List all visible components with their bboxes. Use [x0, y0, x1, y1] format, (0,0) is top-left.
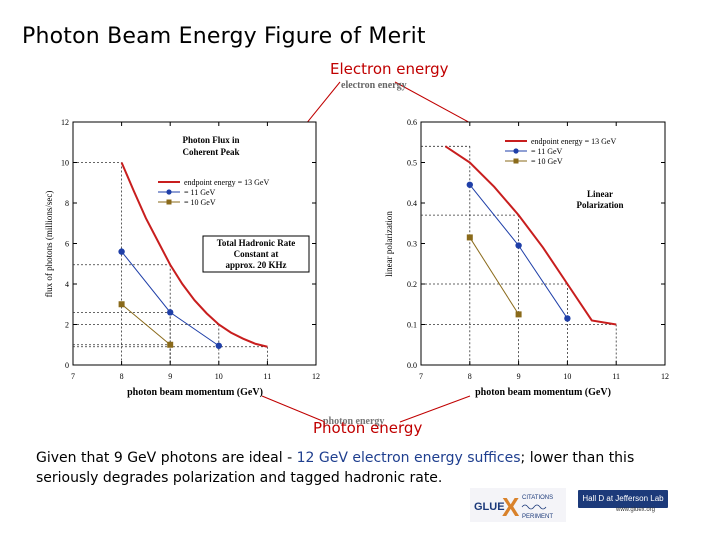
chart-photon-flux-title-1: Photon Flux in	[182, 135, 239, 145]
x-tick-label: 7	[419, 372, 423, 381]
legend-label: = 10 GeV	[184, 198, 216, 207]
x-tick-label: 11	[612, 372, 620, 381]
x-tick-label: 11	[264, 372, 272, 381]
annotation-box	[202, 235, 310, 273]
point-11gev	[118, 248, 125, 255]
point-11gev	[466, 181, 473, 188]
gluex-logo-x: X	[502, 492, 520, 522]
callout-line-bottom-left	[261, 395, 326, 423]
annotation-line-2: Constant at	[234, 249, 279, 259]
x-tick-label: 8	[468, 372, 472, 381]
callout-electron-energy: Electron energy	[330, 60, 449, 78]
legend-marker	[166, 189, 172, 195]
legend-marker	[513, 148, 519, 154]
x-tick-label: 12	[312, 372, 320, 381]
series-line-endpoint-13gev	[120, 162, 268, 348]
callout-bottom-faint: photon energy	[323, 416, 384, 427]
x-tick-label: 10	[563, 372, 571, 381]
gluex-logo: GLUE X CITATIONS PERIMENT	[470, 488, 566, 522]
y-tick-label: 6	[65, 240, 69, 249]
chart-polarization-title-2: Polarization	[577, 200, 624, 210]
point-11gev	[215, 342, 222, 349]
y-tick-label: 0.3	[407, 240, 417, 249]
chart-photon-flux-title-2: Coherent Peak	[182, 147, 239, 157]
gluex-logo-main: GLUE	[474, 501, 505, 513]
point-11gev	[515, 242, 522, 249]
legend-label: endpoint energy = 13 GeV	[184, 178, 269, 187]
chart-polarization-xlabel: photon beam momentum (GeV)	[475, 387, 611, 398]
y-tick-label: 0.0	[407, 361, 417, 370]
point-10gev	[118, 301, 125, 308]
point-10gev	[167, 341, 174, 348]
chart-polarization-title-1: Linear	[587, 189, 613, 199]
page-title: Photon Beam Energy Figure of Merit	[22, 24, 426, 49]
chart-photon-flux-xlabel: photon beam momentum (GeV)	[127, 387, 263, 398]
y-tick-label: 8	[65, 199, 69, 208]
gluex-logo-bg	[470, 488, 566, 522]
x-tick-label: 9	[517, 372, 521, 381]
y-tick-label: 2	[65, 321, 69, 330]
caption: Given that 9 GeV photons are ideal - 12 …	[36, 448, 696, 488]
y-tick-label: 0.4	[407, 199, 417, 208]
chart-polarization-ylabel: linear polarization	[384, 211, 394, 277]
x-tick-label: 9	[168, 372, 172, 381]
legend-label: = 11 GeV	[184, 188, 216, 197]
halld-logo: Hall D at Jefferson Lab	[578, 490, 668, 508]
y-tick-label: 0	[65, 361, 69, 370]
legend-label: endpoint energy = 13 GeV	[531, 137, 616, 146]
legend-marker	[166, 199, 172, 205]
gluex-logo-line-2: PERIMENT	[522, 514, 553, 520]
y-tick-label: 4	[65, 280, 69, 289]
series-line-endpoint-13gev	[444, 145, 617, 326]
y-tick-label: 0.1	[407, 321, 417, 330]
callout-line-bottom-right	[399, 395, 471, 423]
series-line-10gev	[469, 237, 520, 315]
chart-polarization: 7 8 9 10 11 12 0.0 0.1 0.2 0.3 0.4 0.5 0.6 endpoint …	[384, 118, 669, 398]
point-11gev	[564, 315, 571, 322]
point-10gev	[466, 234, 473, 241]
x-tick-label: 12	[661, 372, 669, 381]
x-tick-label: 10	[215, 372, 223, 381]
caption-highlight: 12 GeV electron energy suffices	[296, 450, 521, 466]
chart-photon-flux-ylabel: flux of photons (millions/sec)	[44, 191, 54, 298]
annotation-line-3: approx. 20 KHz	[225, 260, 286, 270]
callout-photon-energy: Photon energy	[313, 419, 423, 437]
x-tick-label: 7	[71, 372, 75, 381]
caption-part-1: Given that 9 GeV photons are ideal -	[36, 450, 297, 466]
caption-part-3: ; lower than this seriously degrades pol…	[36, 450, 635, 486]
series-line-10gev	[121, 303, 171, 346]
gluex-logo-line-1: CITATIONS	[522, 495, 553, 501]
point-11gev	[167, 309, 174, 316]
y-tick-label: 10	[61, 159, 69, 168]
gluex-url: www.gluex.org	[616, 507, 656, 513]
point-10gev	[515, 311, 522, 318]
y-tick-label: 0.6	[407, 118, 417, 127]
callout-top-faint: electron energy	[341, 80, 407, 91]
legend-marker	[513, 158, 519, 164]
legend-label: = 11 GeV	[531, 147, 563, 156]
y-tick-label: 0.2	[407, 280, 417, 289]
annotation-line-1: Total Hadronic Rate	[217, 238, 296, 248]
gluex-logo-wave	[521, 504, 547, 510]
legend-label: = 10 GeV	[531, 157, 563, 166]
y-tick-label: 12	[61, 118, 69, 127]
y-tick-label: 0.5	[407, 159, 417, 168]
chart-photon-flux: 7 8 9 10 11 12 0 2 4 6 8 10 12 Photon Flux in Cohere…	[44, 118, 320, 398]
x-tick-label: 8	[120, 372, 124, 381]
